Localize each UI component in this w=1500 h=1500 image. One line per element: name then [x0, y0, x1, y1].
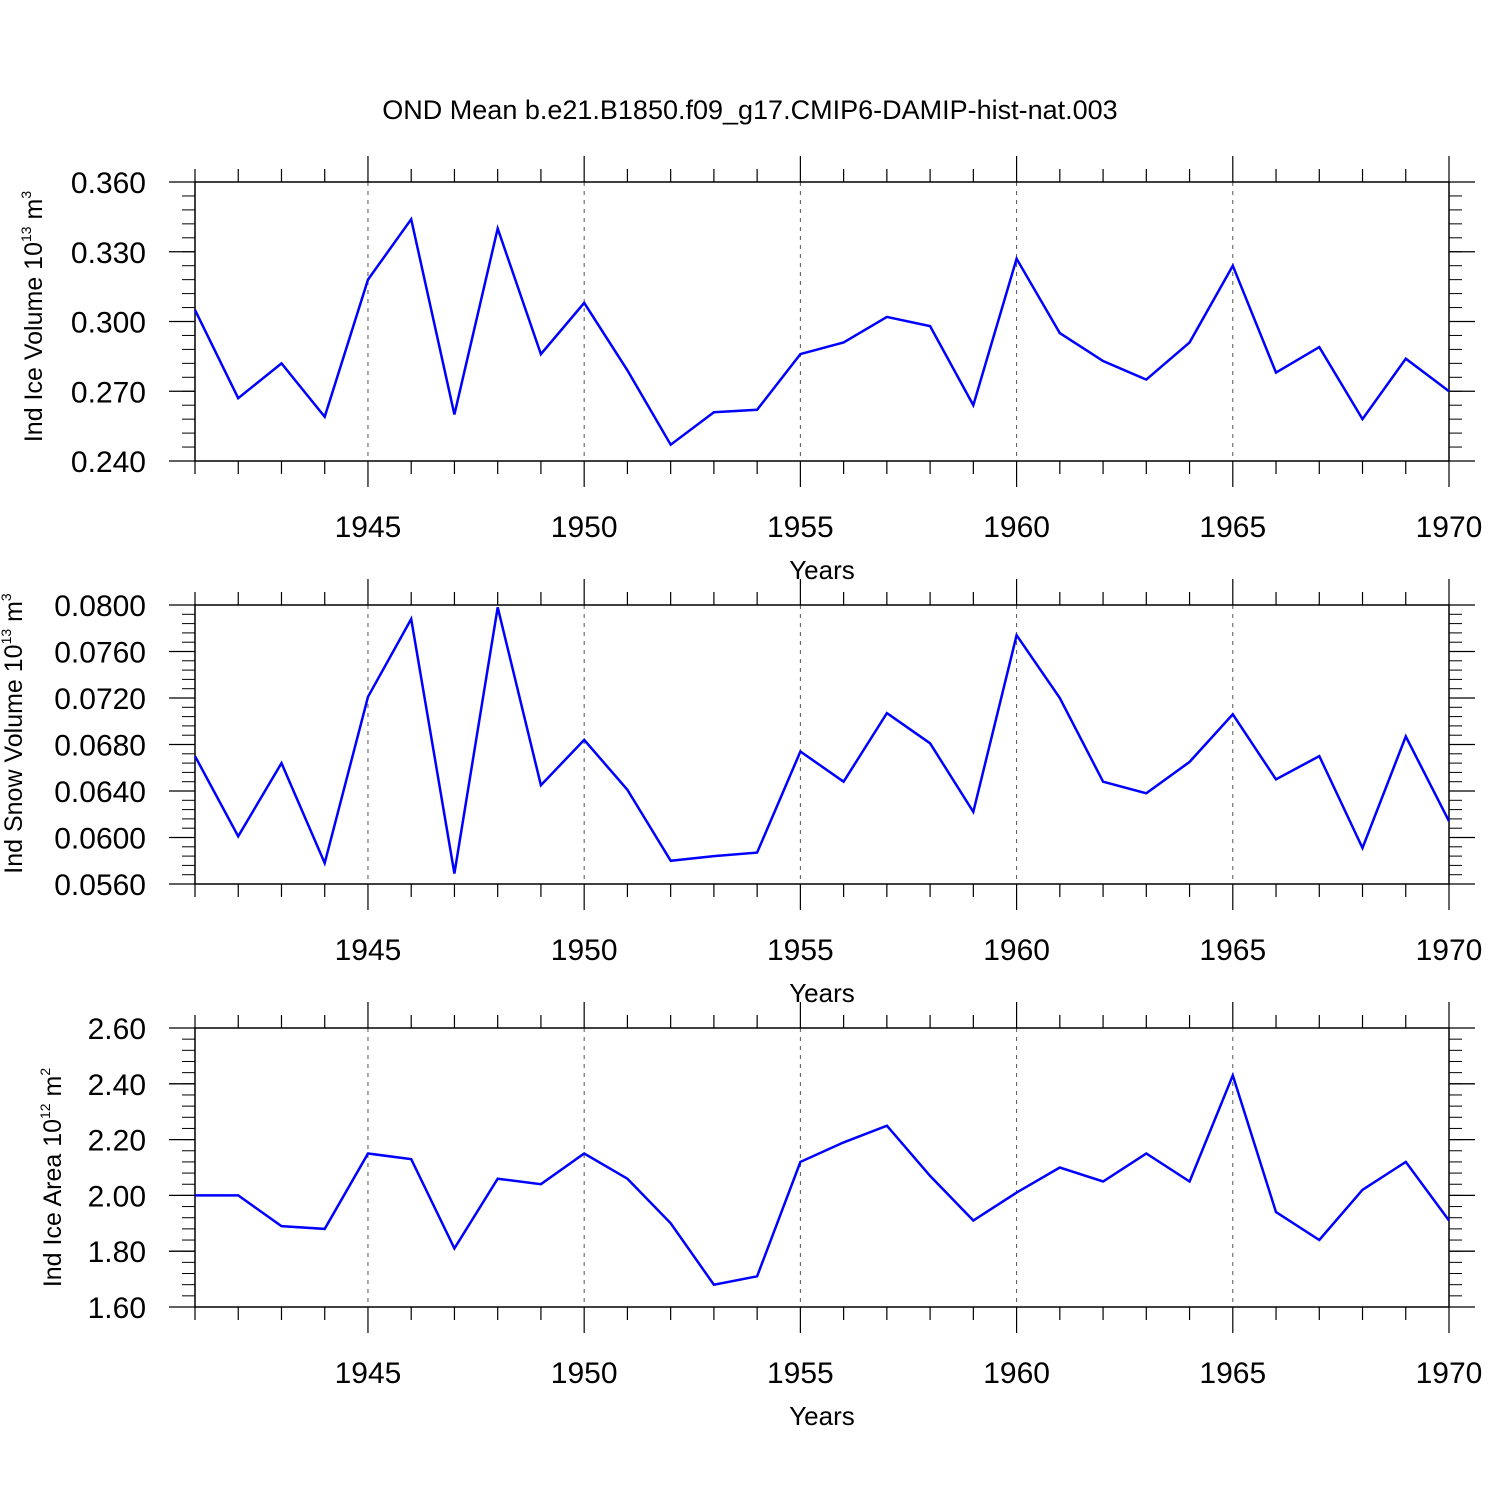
plot-frame [194, 1027, 1450, 1308]
y-tick-label: 0.300 [71, 307, 146, 340]
y-tick-label: 0.0680 [54, 730, 146, 763]
y-tick-label: 2.40 [88, 1069, 146, 1102]
y-axis-label-exponent: 13 [0, 629, 14, 645]
y-tick-label: 0.0600 [54, 823, 146, 856]
x-tick-label: 1965 [1199, 934, 1266, 967]
y-tick-label: 0.270 [71, 376, 146, 409]
y-tick-label: 0.0800 [54, 590, 146, 623]
series-line [195, 1071, 1451, 1287]
y-axis-label-text: Ind Ice Area 10 [39, 1119, 67, 1287]
y-axis-label-unit: m [20, 199, 48, 227]
x-tick-label: 1955 [767, 1357, 834, 1390]
y-tick-label: 0.0640 [54, 776, 146, 809]
panel-3: 1945 1950 1955 1960 1965 1970 Years 1.60 1.80 2.0… [37, 1002, 1482, 1431]
y-axis-label: Ind Snow Volume 1013 m3 [0, 593, 28, 874]
x-tick-label: 1950 [551, 1357, 618, 1390]
y-tick-label: 0.240 [71, 446, 146, 479]
panel-1: 1945 1950 1955 1960 1965 1970 Years 0.240 0.270 0… [18, 156, 1482, 585]
x-tick-label: 1955 [767, 511, 834, 544]
x-tick-label: 1960 [983, 1357, 1050, 1390]
y-axis-label-text: Ind Ice Volume 10 [20, 242, 48, 442]
y-axis-label-unit-exponent: 3 [0, 593, 14, 601]
x-tick-label: 1950 [551, 511, 618, 544]
x-tick-label: 1970 [1416, 511, 1483, 544]
x-tick-label: 1970 [1416, 934, 1483, 967]
y-tick-label: 0.0560 [54, 869, 146, 902]
series-line [193, 216, 1450, 447]
y-tick-label: 1.60 [88, 1292, 146, 1325]
y-axis-label-unit-exponent: 3 [18, 191, 34, 199]
y-tick-label: 0.360 [71, 167, 146, 200]
x-axis-label: Years [789, 555, 855, 585]
x-tick-label: 1960 [983, 934, 1050, 967]
x-tick-label: 1970 [1416, 1357, 1483, 1390]
y-axis-label-unit-exponent: 2 [37, 1068, 53, 1076]
y-axis-label-text: Ind Snow Volume 10 [0, 644, 28, 873]
x-axis-label: Years [789, 1401, 855, 1431]
y-axis-label-unit: m [0, 601, 28, 629]
x-tick-label: 1950 [551, 934, 618, 967]
x-tick-label: 1965 [1199, 1357, 1266, 1390]
y-axis-label: Ind Ice Area 1012 m2 [37, 1068, 67, 1288]
y-tick-label: 0.330 [71, 237, 146, 270]
x-tick-label: 1945 [335, 934, 402, 967]
y-tick-label: 0.0720 [54, 683, 146, 716]
x-tick-label: 1945 [335, 511, 402, 544]
x-tick-label: 1965 [1199, 511, 1266, 544]
plot-frame [194, 604, 1450, 885]
series-line [193, 607, 1451, 874]
y-axis-label: Ind Ice Volume 1013 m3 [18, 191, 48, 443]
x-tick-label: 1960 [983, 511, 1050, 544]
x-axis-label: Years [789, 978, 855, 1008]
y-tick-label: 2.60 [88, 1013, 146, 1046]
y-tick-label: 1.80 [88, 1236, 146, 1269]
y-axis-label-exponent: 12 [37, 1103, 53, 1119]
x-tick-label: 1955 [767, 934, 834, 967]
chart-title: OND Mean b.e21.B1850.f09_g17.CMIP6-DAMIP… [382, 95, 1117, 125]
y-axis-label-exponent: 13 [18, 226, 34, 242]
y-axis-label-unit: m [39, 1076, 67, 1104]
plot-frame [194, 181, 1450, 462]
panel-2: 1945 1950 1955 1960 1965 1970 Years 0.0560 0.060… [0, 579, 1482, 1008]
y-tick-label: 2.00 [88, 1180, 146, 1213]
y-tick-label: 2.20 [88, 1125, 146, 1158]
x-tick-label: 1945 [335, 1357, 402, 1390]
y-tick-label: 0.0760 [54, 637, 146, 670]
